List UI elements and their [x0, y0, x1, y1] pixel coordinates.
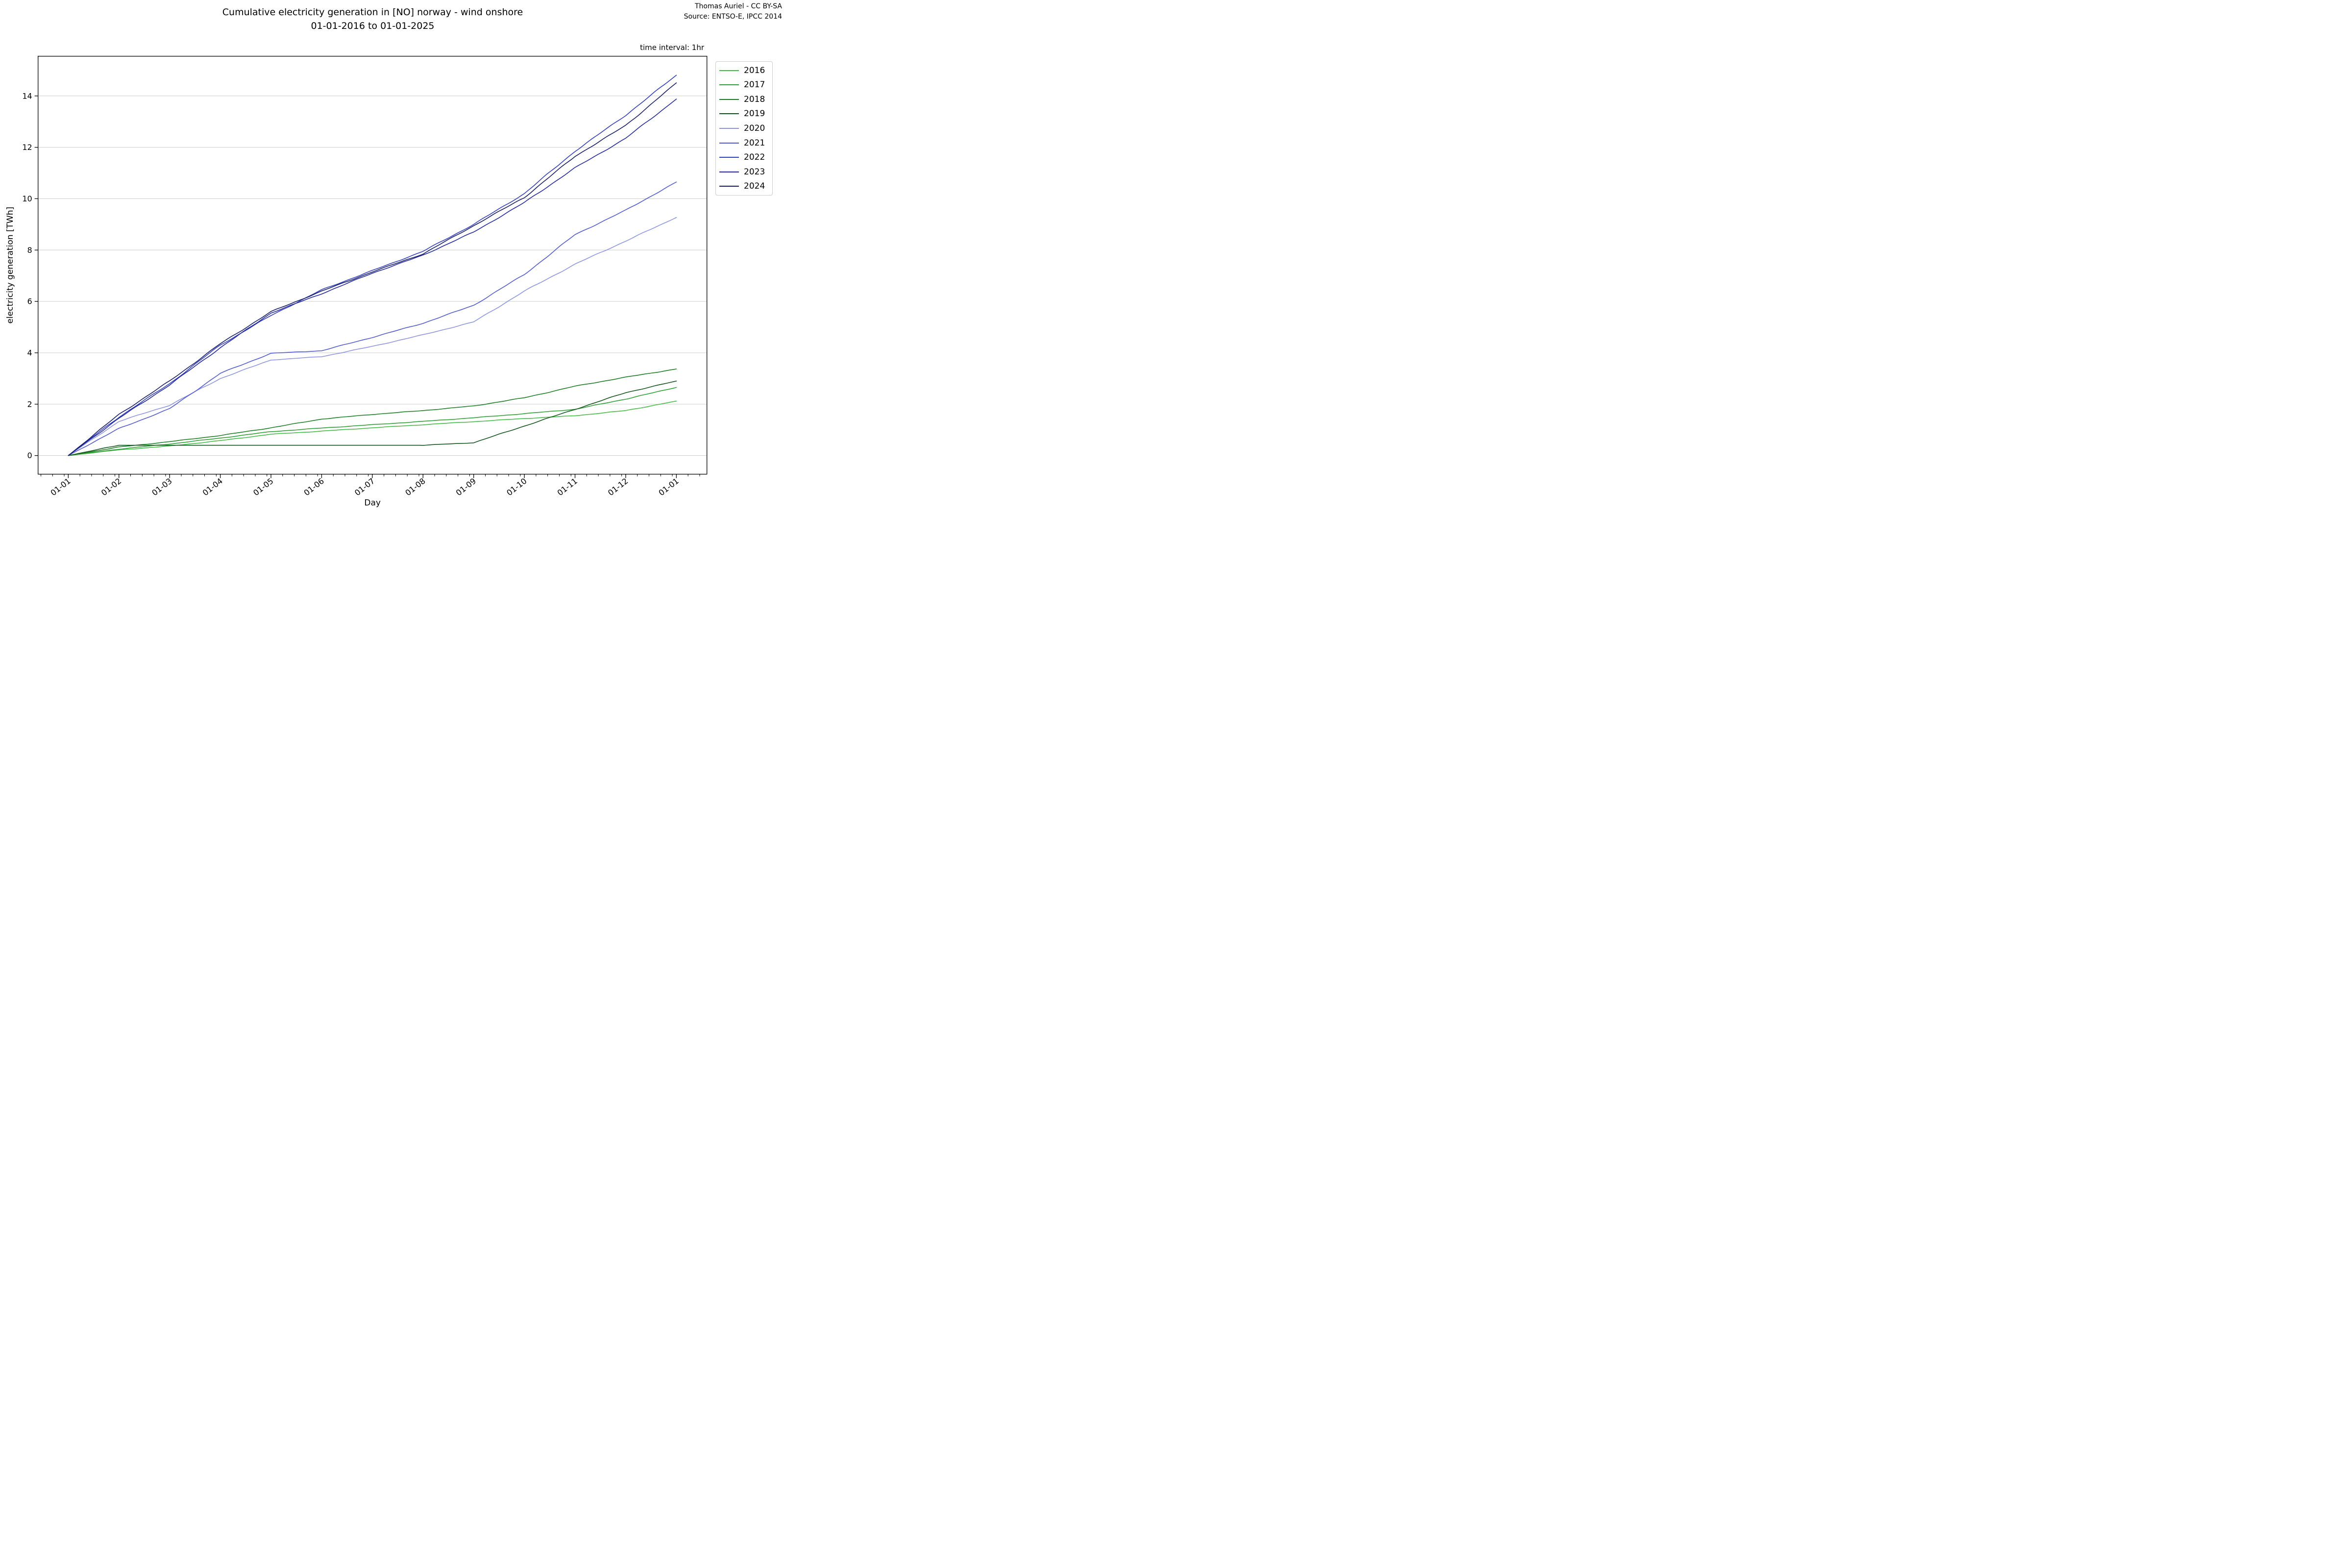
plot-box — [38, 56, 708, 475]
y-axis-label: electricity generation [TWh] — [5, 207, 15, 324]
series-line-2022 — [68, 74, 677, 456]
legend-label-2024: 2024 — [744, 181, 765, 192]
y-tick-label-0: 0 — [27, 451, 32, 460]
attribution-source: Source: ENTSO-E, IPCC 2014 — [684, 13, 782, 21]
legend-item-2023: 2023 — [716, 165, 772, 179]
chart-title-line1: Cumulative electricity generation in [NO… — [222, 7, 523, 18]
y-tick-label-14: 14 — [22, 91, 32, 100]
legend-label-2018: 2018 — [744, 94, 765, 104]
x-tick-label-7: 01-08 — [403, 476, 427, 498]
legend-item-2024: 2024 — [716, 179, 772, 193]
legend-swatch-2020 — [719, 127, 739, 129]
legend-label-2019: 2019 — [744, 109, 765, 119]
x-tick-label-2: 01-03 — [150, 476, 173, 498]
x-tick-label-12: 01-01 — [657, 476, 680, 498]
legend-item-2021: 2021 — [716, 136, 772, 150]
series-line-2019 — [68, 380, 677, 456]
legend-swatch-2018 — [719, 98, 739, 100]
x-tick-label-3: 01-04 — [201, 476, 224, 498]
x-tick-label-9: 01-10 — [505, 476, 528, 498]
legend-swatch-2022 — [719, 157, 739, 158]
legend-label-2022: 2022 — [744, 152, 765, 163]
legend-swatch-2024 — [719, 186, 739, 187]
legend-label-2016: 2016 — [744, 65, 765, 75]
legend-item-2017: 2017 — [716, 78, 772, 92]
legend-label-2023: 2023 — [744, 167, 765, 177]
legend-item-2022: 2022 — [716, 150, 772, 164]
legend-label-2021: 2021 — [744, 138, 765, 148]
series-line-2018 — [68, 368, 677, 456]
legend-item-2018: 2018 — [716, 93, 772, 106]
series-line-2020 — [68, 217, 677, 456]
series-line-2021 — [68, 181, 677, 456]
x-axis-label: Day — [364, 498, 381, 508]
time-interval-note: time interval: 1hr — [640, 43, 704, 52]
series-line-2024 — [68, 82, 677, 456]
x-tick-label-1: 01-02 — [99, 476, 123, 498]
attribution: Thomas Auriel - CC BY-SA Source: ENTSO-E… — [684, 1, 782, 22]
legend-item-2016: 2016 — [716, 64, 772, 77]
x-tick-label-0: 01-01 — [49, 476, 72, 498]
x-tick-label-8: 01-09 — [454, 476, 478, 498]
attribution-author: Thomas Auriel - CC BY-SA — [694, 2, 782, 10]
x-tick-label-10: 01-11 — [556, 476, 579, 498]
legend-swatch-2019 — [719, 113, 739, 115]
x-tick-label-4: 01-05 — [251, 476, 275, 498]
x-tick-label-11: 01-12 — [606, 476, 630, 498]
legend-swatch-2016 — [719, 70, 739, 71]
legend-item-2020: 2020 — [716, 122, 772, 135]
legend-item-2019: 2019 — [716, 107, 772, 121]
chart-screenshot: Cumulative electricity generation in [NO… — [0, 0, 784, 523]
series-line-2016 — [68, 400, 677, 456]
series-line-2023 — [68, 98, 677, 456]
y-tick-label-8: 8 — [27, 245, 32, 255]
y-tick-label-2: 2 — [27, 399, 32, 409]
x-tick-label-6: 01-07 — [353, 476, 376, 498]
y-tick-label-4: 4 — [27, 348, 32, 357]
legend-label-2017: 2017 — [744, 80, 765, 90]
plot-area: 0 2 4 6 8 10 12 14 01-01 01-02 01-03 01-04 01-05 01-0… — [5, 56, 708, 508]
y-tick-label-10: 10 — [22, 194, 32, 203]
y-tick-label-6: 6 — [27, 297, 32, 306]
chart-title: Cumulative electricity generation in [NO… — [38, 6, 707, 33]
legend-swatch-2017 — [719, 84, 739, 86]
legend-label-2020: 2020 — [744, 123, 765, 133]
legend: 2016 2017 2018 2019 2020 2021 2022 2023 … — [715, 61, 773, 196]
chart-title-line2: 01-01-2016 to 01-01-2025 — [311, 20, 435, 31]
x-tick-label-5: 01-06 — [302, 476, 326, 498]
y-tick-label-12: 12 — [22, 143, 32, 152]
legend-swatch-2021 — [719, 142, 739, 144]
